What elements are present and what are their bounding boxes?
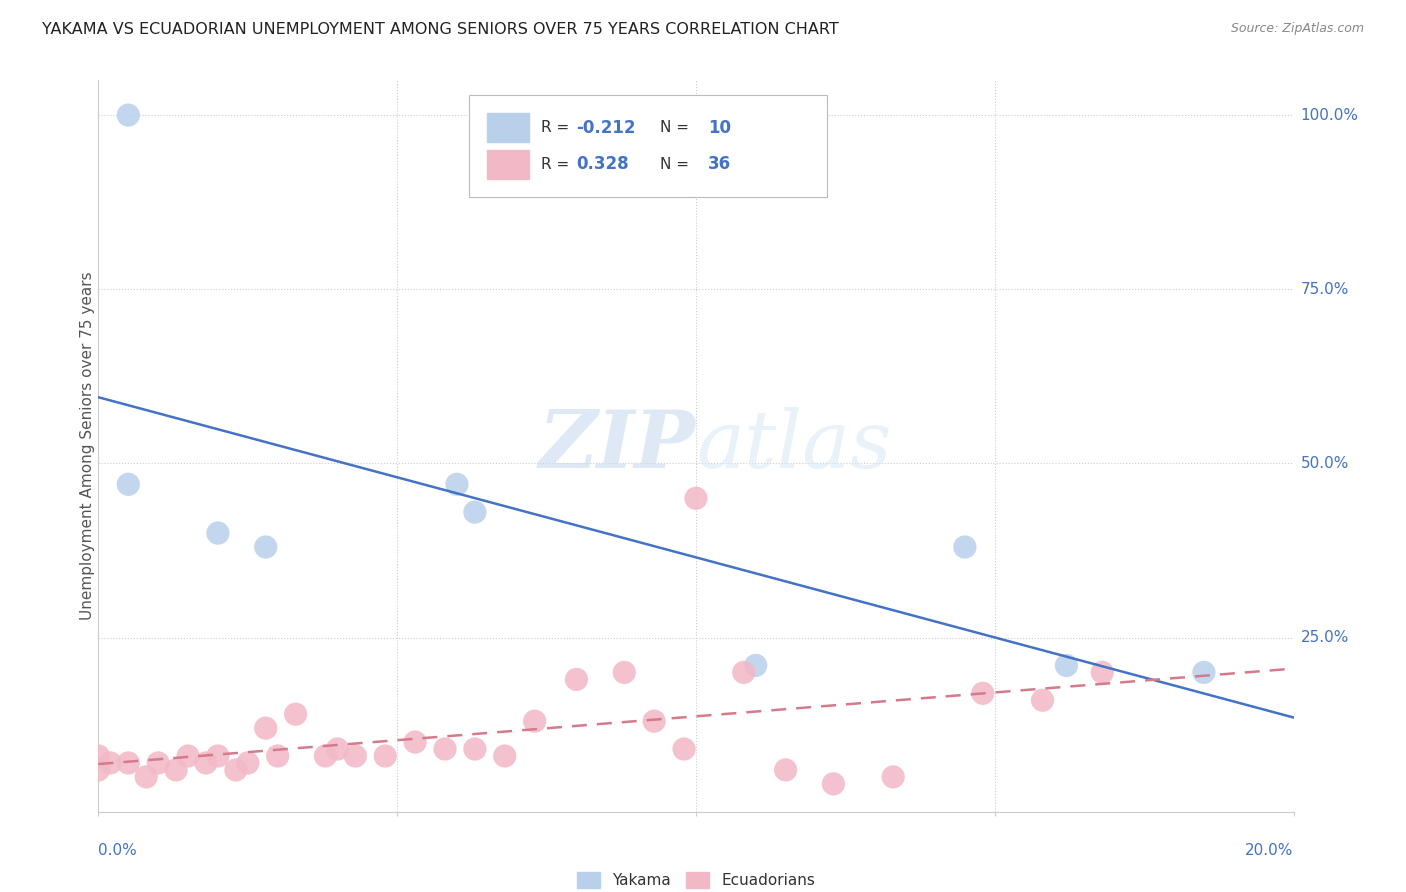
- Point: [565, 673, 588, 687]
- Point: [823, 777, 845, 791]
- Bar: [486, 150, 529, 179]
- Text: Source: ZipAtlas.com: Source: ZipAtlas.com: [1230, 22, 1364, 36]
- Point: [254, 721, 277, 735]
- Text: 20.0%: 20.0%: [1246, 843, 1294, 858]
- Point: [98, 756, 122, 770]
- Point: [117, 108, 139, 122]
- Point: [267, 749, 290, 764]
- Point: [344, 749, 367, 764]
- Bar: [486, 113, 529, 143]
- Legend: Yakama, Ecuadorians: Yakama, Ecuadorians: [576, 872, 815, 888]
- Text: YAKAMA VS ECUADORIAN UNEMPLOYMENT AMONG SENIORS OVER 75 YEARS CORRELATION CHART: YAKAMA VS ECUADORIAN UNEMPLOYMENT AMONG …: [42, 22, 839, 37]
- Text: R =: R =: [540, 157, 574, 172]
- Text: R =: R =: [540, 120, 574, 136]
- Point: [177, 749, 200, 764]
- Point: [1032, 693, 1054, 707]
- Text: atlas: atlas: [696, 408, 891, 484]
- Point: [207, 749, 229, 764]
- Point: [464, 505, 486, 519]
- Point: [523, 714, 546, 728]
- Text: 100.0%: 100.0%: [1301, 108, 1358, 122]
- Point: [1091, 665, 1114, 680]
- Point: [284, 707, 307, 722]
- Text: N =: N =: [661, 120, 695, 136]
- Text: N =: N =: [661, 157, 695, 172]
- Point: [87, 749, 110, 764]
- Point: [733, 665, 755, 680]
- Text: ZIP: ZIP: [538, 408, 696, 484]
- Point: [1054, 658, 1078, 673]
- Point: [446, 477, 468, 491]
- Point: [236, 756, 259, 770]
- Point: [775, 763, 797, 777]
- Point: [225, 763, 247, 777]
- Point: [685, 491, 707, 506]
- Point: [165, 763, 187, 777]
- Point: [374, 749, 396, 764]
- Point: [494, 749, 516, 764]
- Point: [117, 477, 139, 491]
- Point: [434, 742, 457, 756]
- Point: [464, 742, 486, 756]
- Point: [613, 665, 636, 680]
- Text: 0.328: 0.328: [576, 155, 628, 173]
- Y-axis label: Unemployment Among Seniors over 75 years: Unemployment Among Seniors over 75 years: [80, 272, 94, 620]
- Point: [643, 714, 665, 728]
- Point: [117, 756, 139, 770]
- Text: 50.0%: 50.0%: [1301, 456, 1348, 471]
- Point: [194, 756, 218, 770]
- Point: [673, 742, 696, 756]
- Point: [148, 756, 170, 770]
- Point: [1192, 665, 1215, 680]
- Point: [745, 658, 768, 673]
- Point: [135, 770, 157, 784]
- Text: 0.0%: 0.0%: [98, 843, 138, 858]
- Text: -0.212: -0.212: [576, 119, 636, 136]
- Text: 25.0%: 25.0%: [1301, 630, 1348, 645]
- Text: 36: 36: [709, 155, 731, 173]
- Point: [87, 763, 110, 777]
- Point: [953, 540, 976, 554]
- Point: [404, 735, 426, 749]
- Text: 10: 10: [709, 119, 731, 136]
- Point: [326, 742, 349, 756]
- Point: [254, 540, 277, 554]
- Text: 75.0%: 75.0%: [1301, 282, 1348, 297]
- Point: [207, 526, 229, 541]
- FancyBboxPatch shape: [470, 95, 827, 197]
- Point: [972, 686, 994, 700]
- Point: [315, 749, 337, 764]
- Point: [882, 770, 904, 784]
